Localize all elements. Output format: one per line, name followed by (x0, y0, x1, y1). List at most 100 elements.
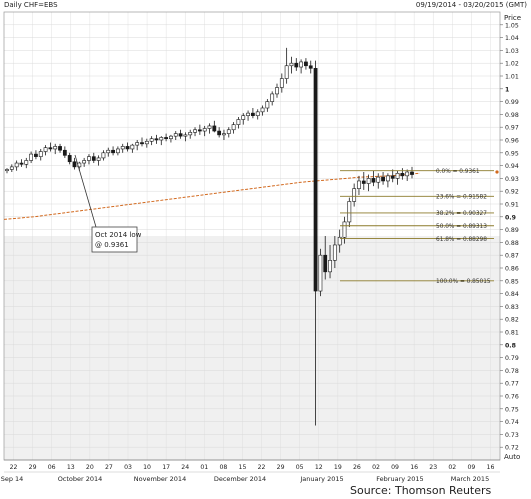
y-tick-label: 0.84 (505, 291, 519, 298)
fib-level-label: 23.6% = 0.91582 (436, 195, 487, 201)
candle-body (82, 160, 87, 164)
candle-body (222, 133, 226, 136)
candle-body (111, 149, 115, 154)
fibonacci-levels: 0.0% = 0.9361 23.6% = 0.91582 38.2% = 0.90… (340, 169, 499, 285)
candle-body (308, 65, 313, 69)
x-tick-label: 27 (105, 464, 113, 471)
candle-body (34, 153, 38, 157)
x-month-label: November 2014 (134, 475, 186, 483)
x-tick-label: 10 (143, 464, 151, 471)
fib-level-label: 61.8% = 0.88298 (436, 237, 487, 243)
y-tick-label: 0.93 (505, 176, 519, 183)
x-month-label: Sep 14 (1, 475, 24, 483)
y-tick-label: 0.74 (505, 419, 519, 426)
x-tick-label: 22 (258, 464, 266, 471)
y-tick-label: 0.9 (505, 214, 516, 221)
candle-body (144, 140, 149, 145)
candle-body (410, 171, 414, 175)
candle-body (96, 157, 101, 161)
x-tick-label: 20 (86, 464, 94, 471)
candle-body (347, 201, 352, 223)
x-tick-label: 12 (315, 464, 323, 471)
candle-body (246, 112, 250, 116)
candle-body (173, 133, 178, 137)
candle-body (381, 176, 385, 182)
candle-body (58, 146, 62, 151)
y-tick-label: 0.76 (505, 394, 519, 401)
x-tick-label: 09 (467, 464, 475, 471)
x-month-label: December 2014 (214, 475, 266, 483)
chart-header-left: Daily CHF=EBS (4, 1, 58, 9)
candle-body (241, 115, 246, 120)
candle-body (48, 147, 53, 150)
candle-body (371, 178, 376, 183)
candle-body (357, 180, 361, 189)
x-month-label: January 2015 (299, 475, 343, 483)
candle-body (304, 61, 308, 67)
x-tick-label: 23 (429, 464, 437, 471)
candle-body (164, 137, 169, 140)
x-tick-label: 29 (29, 464, 37, 471)
x-tick-label: 09 (391, 464, 399, 471)
candle-body (140, 142, 144, 145)
candle-body (255, 111, 260, 116)
candle-body (376, 176, 381, 183)
y-tick-label: 0.91 (505, 202, 519, 209)
x-tick-label: 08 (219, 464, 227, 471)
x-tick-label: 26 (353, 464, 361, 471)
candle-body (120, 146, 125, 150)
y-tick-label: 0.77 (505, 381, 519, 388)
candle-body (149, 138, 154, 142)
candle-body (87, 156, 91, 161)
gridlines (4, 12, 500, 460)
candle-body (313, 68, 318, 292)
annotation-leader (74, 154, 97, 228)
annotation-line-2: @ 0.9361 (95, 241, 129, 249)
y-tick-label: 0.92 (505, 189, 519, 196)
candle-body (159, 137, 164, 141)
x-tick-label: 29 (277, 464, 285, 471)
candle-body (226, 129, 231, 134)
chart-header-right: 09/19/2014 - 03/20/2015 (GMT) (415, 1, 527, 9)
candle-body (29, 153, 34, 161)
x-tick-label: 06 (48, 464, 56, 471)
x-tick-label: 16 (410, 464, 418, 471)
candles (5, 47, 414, 426)
y-tick-label: 0.75 (505, 406, 519, 413)
annotation: Oct 2014 low @ 0.9361 (74, 154, 142, 253)
y-tick-label: 0.8 (505, 342, 516, 349)
candle-body (299, 61, 304, 68)
candle-body (323, 254, 328, 273)
candle-body (231, 124, 236, 131)
candle-body (275, 87, 279, 95)
candle-body (125, 146, 130, 150)
candle-body (188, 132, 193, 136)
y-tick-label: 0.73 (505, 432, 519, 439)
candle-body (405, 171, 410, 177)
candle-body (135, 142, 140, 146)
annotation-line-1: Oct 2014 low (95, 231, 142, 239)
candle-body (24, 160, 29, 165)
candle-body (130, 144, 135, 150)
axis-corner-label: Auto (504, 453, 520, 461)
candle-body (395, 172, 400, 179)
x-month-label: October 2014 (58, 475, 103, 483)
y-tick-label: 0.85 (505, 278, 519, 285)
y-axis: Price 1.05 1.04 1.03 1.02 1.01 1 0.99 0.98 0.97 0… (500, 14, 521, 452)
y-tick-label: 0.78 (505, 368, 519, 375)
x-tick-label: 13 (67, 464, 75, 471)
candle-body (62, 149, 67, 156)
x-tick-label: 22 (10, 464, 18, 471)
x-month-label: February 2015 (376, 475, 423, 483)
x-tick-label: 01 (200, 464, 208, 471)
x-tick-label: 15 (239, 464, 247, 471)
candle-body (202, 128, 207, 132)
candle-body (9, 166, 14, 170)
candle-body (154, 138, 159, 141)
candle-body (212, 125, 217, 132)
candle-body (14, 162, 19, 168)
y-axis-label: Price (504, 14, 521, 22)
y-tick-label: 0.72 (505, 445, 519, 452)
y-tick-label: 0.87 (505, 253, 519, 260)
